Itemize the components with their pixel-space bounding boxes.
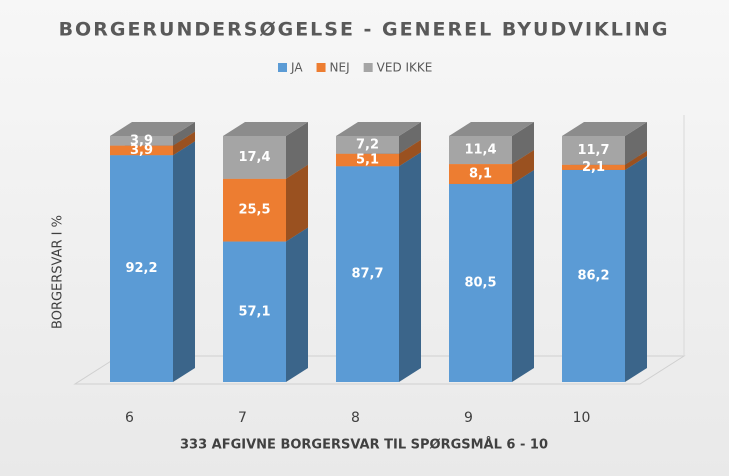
bar-segment	[336, 152, 421, 382]
bar-side	[625, 122, 647, 165]
bar-side	[625, 155, 647, 382]
value-label: 57,1	[238, 304, 270, 319]
value-label: 92,2	[125, 261, 157, 276]
bar-segment	[110, 122, 195, 146]
bar-front	[562, 169, 625, 382]
bar-top	[336, 122, 421, 136]
value-label: 5,1	[356, 152, 379, 167]
x-tick-label: 8	[351, 410, 360, 426]
chart-title: BORGERUNDERSØGELSE - GENEREL BYUDVIKLING	[59, 19, 670, 41]
bar-segment	[562, 122, 647, 165]
bar-front	[336, 136, 399, 154]
bar-side	[512, 169, 534, 382]
bar-segment	[562, 155, 647, 382]
bar-front	[449, 183, 512, 382]
value-label: 25,5	[238, 203, 270, 218]
value-label: 8,1	[469, 167, 492, 182]
y-axis-title: BORGERSVAR I %	[51, 215, 66, 329]
bar-front	[449, 164, 512, 184]
bar-front	[336, 166, 399, 382]
value-label: 11,7	[577, 143, 609, 158]
bar-side	[512, 122, 534, 165]
bar-front	[223, 136, 286, 179]
bar-side	[399, 122, 421, 154]
x-tick-label: 7	[238, 410, 247, 426]
bar-segment	[223, 122, 308, 179]
legend-swatch	[316, 63, 326, 72]
value-label: 3,9	[130, 133, 153, 148]
bar-side	[173, 122, 195, 146]
bar-side	[286, 122, 308, 179]
bar-side	[399, 152, 421, 382]
bar-side	[512, 150, 534, 184]
bar-front	[562, 136, 625, 165]
bar-front	[223, 241, 286, 382]
bar-segment	[449, 122, 534, 165]
bar-front	[562, 164, 625, 170]
value-label: 86,2	[577, 268, 609, 283]
bar-front	[336, 153, 399, 167]
value-label: 2,1	[582, 160, 605, 175]
bar-front	[449, 136, 512, 165]
x-tick-label: 9	[464, 410, 473, 426]
bar-side	[399, 139, 421, 167]
bar-top	[223, 122, 308, 136]
bar-segment	[449, 169, 534, 382]
x-tick-label: 6	[125, 410, 134, 426]
bar-front	[110, 136, 173, 146]
bar-front	[223, 178, 286, 242]
bar-top	[562, 122, 647, 136]
legend-swatch	[278, 63, 287, 72]
legend-swatch	[363, 63, 373, 72]
x-tick-label: 10	[573, 410, 591, 426]
bar-front	[110, 155, 173, 382]
bar-side	[625, 150, 647, 170]
bar-side	[173, 141, 195, 382]
bar-top	[449, 122, 534, 136]
x-axis-title: 333 AFGIVNE BORGERSVAR TIL SPØRGSMÅL 6 -…	[180, 437, 548, 453]
bar-top	[110, 122, 195, 136]
bar-front	[110, 145, 173, 156]
value-label: 3,9	[130, 143, 153, 158]
value-label: 17,4	[238, 150, 270, 165]
bar-segment	[336, 122, 421, 154]
legend-label: JA	[290, 61, 303, 75]
value-label: 87,7	[351, 267, 383, 282]
value-label: 7,2	[356, 137, 379, 152]
value-label: 80,5	[464, 275, 496, 290]
bar-side	[173, 131, 195, 156]
legend-label: VED IKKE	[377, 61, 433, 75]
bar-side	[286, 164, 308, 242]
legend-label: NEJ	[330, 61, 350, 75]
value-label: 11,4	[464, 143, 496, 158]
bar-side	[286, 227, 308, 382]
